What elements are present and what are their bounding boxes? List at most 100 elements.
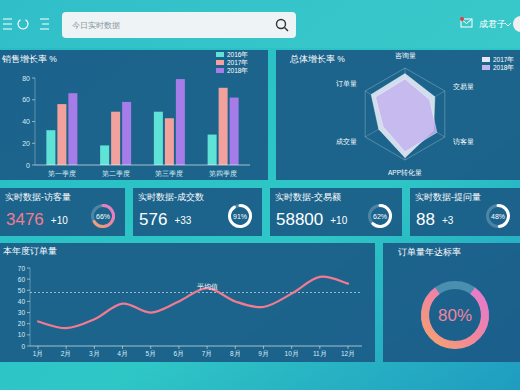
tick-label: 0: [26, 162, 30, 169]
category-label: 8月: [230, 350, 241, 357]
tick-label: 50: [18, 287, 26, 294]
card-change: +3: [442, 215, 454, 226]
stat-card: [0, 188, 125, 236]
x-tick: [94, 346, 95, 349]
tick-label: 20: [22, 140, 30, 147]
x-tick: [235, 346, 236, 349]
card-title: 实时数据-成交数: [138, 192, 204, 202]
menu-icons: [3, 19, 49, 29]
category-label: 7月: [202, 350, 213, 357]
axis-name: 订单量: [336, 80, 357, 87]
card-value: 576: [139, 210, 167, 229]
radar-area: [376, 79, 437, 152]
axis-name: 交易量: [453, 83, 474, 91]
search-icon-handle: [285, 28, 289, 32]
refresh-icon[interactable]: [18, 20, 28, 29]
category-label: 第二季度: [102, 170, 130, 177]
legend-swatch: [216, 68, 224, 73]
legend-swatch: [216, 60, 224, 65]
ring-track: [370, 206, 391, 227]
category-label: 12月: [341, 350, 355, 357]
ring-label: 66%: [96, 213, 110, 220]
x-tick: [348, 346, 349, 349]
line-group: [30, 277, 362, 329]
user-name: 成君子: [479, 19, 506, 29]
category-label: 2月: [61, 350, 72, 357]
category-label: 6月: [174, 350, 185, 357]
background: [0, 0, 520, 390]
x-axis: [30, 346, 362, 347]
search-box[interactable]: [62, 12, 296, 38]
card-title: 实时数据-交易额: [275, 192, 341, 202]
gauge-arc: [425, 291, 485, 345]
header-bar: [0, 0, 520, 48]
legend-swatch: [482, 65, 490, 70]
radar-panel: [276, 50, 520, 180]
x-axis: [35, 165, 250, 166]
category-label: 4月: [117, 350, 128, 357]
ring-arc: [373, 206, 391, 227]
tick-label: 40: [18, 298, 26, 305]
card-change: +10: [330, 215, 347, 226]
category-label: 11月: [313, 350, 327, 357]
ring-label: 62%: [373, 213, 387, 220]
gauge-panel: [383, 243, 520, 362]
card-value: 58800: [276, 210, 323, 229]
legend-label: 2017年: [227, 59, 248, 66]
tick-label: 80: [22, 75, 30, 82]
radar-frame: [365, 68, 445, 160]
search-icon[interactable]: [277, 20, 289, 32]
ring-label: 91%: [233, 213, 247, 220]
category-label: 第四季度: [209, 170, 237, 177]
user-dropdown[interactable]: [505, 23, 511, 26]
dashboard: 今日实时数据成君子销售增长率 %020406080第一季度第二季度第三季度第四季…: [0, 0, 520, 390]
card-value: 88: [416, 210, 435, 229]
category-label: 9月: [258, 350, 269, 357]
x-tick: [319, 346, 320, 349]
x-tick: [207, 346, 208, 349]
menu-icon[interactable]: [3, 19, 12, 29]
category-label: 3月: [89, 350, 100, 357]
legend-label: 2018年: [227, 67, 248, 74]
bar: [46, 130, 55, 165]
tick-label: 60: [18, 276, 26, 283]
tick-label: 10: [18, 331, 26, 338]
gauge-track: [425, 285, 485, 345]
category-label: 5月: [145, 350, 156, 357]
y-axis: [30, 268, 31, 346]
bar: [165, 118, 174, 165]
avatar[interactable]: [513, 16, 520, 32]
card-change: +33: [174, 215, 191, 226]
card-change: +10: [51, 215, 68, 226]
x-tick: [150, 346, 151, 349]
stat-card: [270, 188, 402, 236]
y-axis: [35, 78, 36, 165]
axis-name: 访客量: [453, 138, 474, 145]
x-tick: [66, 346, 67, 349]
bar: [208, 135, 217, 165]
bar: [154, 112, 163, 165]
category-label: 1月: [33, 350, 44, 357]
card-title: 实时数据-提问量: [415, 192, 481, 202]
chart-title: 总体增长率 %: [289, 54, 345, 64]
legend-label: 2016年: [227, 51, 248, 58]
card-value: 3476: [6, 210, 44, 229]
list-icon[interactable]: [40, 19, 49, 29]
tick-label: 60: [22, 96, 30, 103]
stat-card: [410, 188, 520, 236]
chart-title: 订单量年达标率: [398, 247, 461, 257]
ring-track: [93, 206, 114, 227]
axis-name: 咨询量: [395, 52, 416, 60]
bar: [230, 98, 239, 165]
bar: [176, 79, 185, 165]
line-series: [38, 277, 348, 329]
tick-label: 40: [22, 118, 30, 125]
bar: [122, 102, 131, 165]
legend-label: 2017年: [493, 56, 514, 63]
tick-label: 30: [18, 309, 26, 316]
gauge-label: 80%: [438, 306, 472, 325]
category-label: 第三季度: [155, 170, 183, 177]
bars: [46, 79, 238, 165]
axis-name: 成交量: [336, 138, 357, 146]
tick-label: 0: [21, 343, 25, 350]
